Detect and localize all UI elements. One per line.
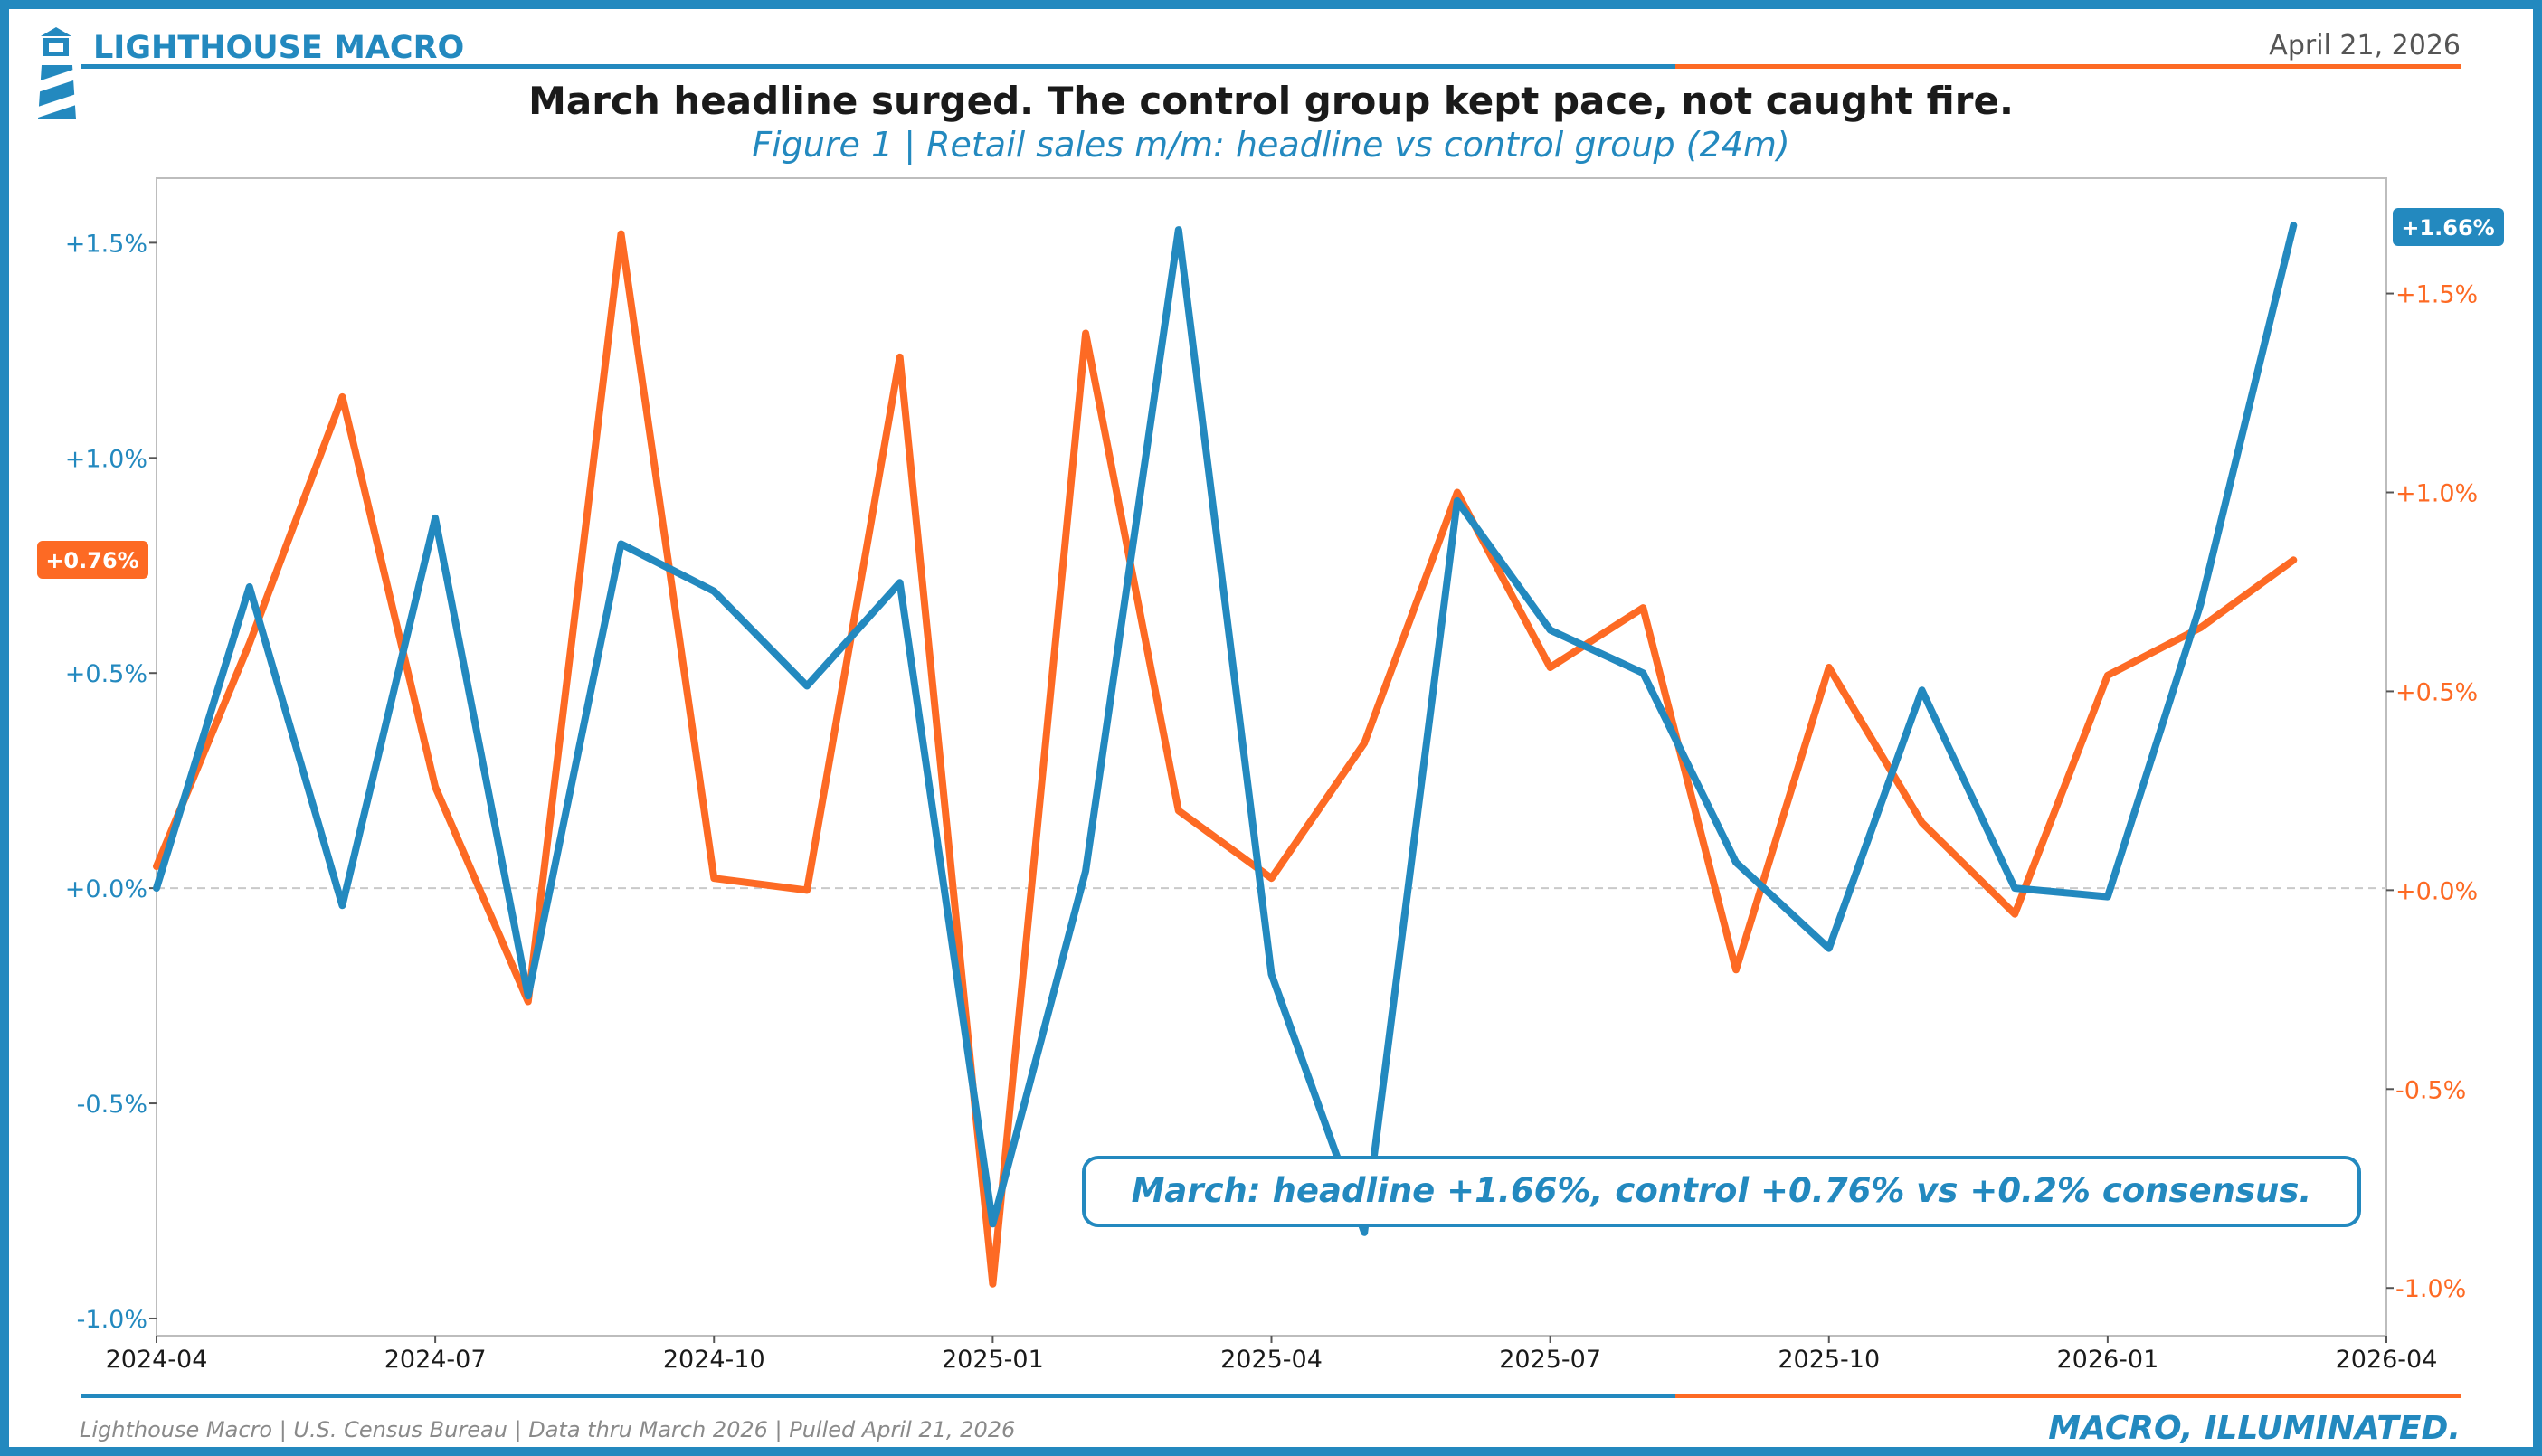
- left-tick-label: -0.5%: [77, 1091, 147, 1119]
- lighthouse-logo-icon: [38, 27, 76, 119]
- report-date: April 21, 2026: [2269, 30, 2461, 61]
- x-tick-label: 2024-07: [384, 1346, 487, 1374]
- right-tick-label: -1.0%: [2395, 1275, 2466, 1303]
- x-tick-label: 2026-04: [2336, 1346, 2438, 1374]
- x-tick-label: 2025-04: [1220, 1346, 1323, 1374]
- footer-rule-orange: [1675, 1394, 2461, 1398]
- x-tick-label: 2025-07: [1499, 1346, 1601, 1374]
- left-tick-label: -1.0%: [77, 1306, 147, 1334]
- control-value-badge: +0.76%: [37, 541, 148, 579]
- tagline: MACRO, ILLUMINATED.: [2048, 1410, 2461, 1447]
- series-line-control: [153, 230, 2298, 1288]
- headline-value-badge: +1.66%: [2393, 208, 2504, 246]
- right-tick-label: -0.5%: [2395, 1076, 2466, 1104]
- headline-badge-text: +1.66%: [2401, 215, 2494, 241]
- right-axis: +1.5% +1.0% +0.5% +0.0% -0.5% -1.0%: [2386, 281, 2478, 1303]
- left-tick-label: +1.5%: [65, 230, 147, 258]
- series-line-headline: [153, 222, 2298, 1236]
- left-tick-label: +0.0%: [65, 875, 147, 903]
- left-tick-label: +1.0%: [65, 445, 147, 473]
- left-tick-label: +0.5%: [65, 660, 147, 688]
- annotation-box: March: headline +1.66%, control +0.76% v…: [1082, 1156, 2361, 1227]
- x-tick-label: 2024-04: [106, 1346, 208, 1374]
- control-badge-text: +0.76%: [45, 548, 138, 573]
- left-axis: +1.5% +1.0% +0.5% +0.0% -0.5% -1.0%: [65, 230, 157, 1334]
- x-axis: 2024-04 2024-07 2024-10 2025-01 2025-04 2025-…: [106, 1336, 2438, 1374]
- x-tick-label: 2024-10: [663, 1346, 765, 1374]
- header-rule-blue: [81, 64, 1675, 69]
- annotation-text: March: headline +1.66%, control +0.76% v…: [1132, 1171, 2312, 1210]
- source-note: Lighthouse Macro | U.S. Census Bureau | …: [80, 1417, 1015, 1442]
- x-tick-label: 2026-01: [2056, 1346, 2158, 1374]
- chart-title: March headline surged. The control group…: [528, 79, 2014, 123]
- x-tick-label: 2025-10: [1778, 1346, 1880, 1374]
- footer-rule-blue: [81, 1394, 1675, 1398]
- right-tick-label: +0.5%: [2395, 678, 2478, 706]
- right-tick-label: +0.0%: [2395, 877, 2478, 905]
- right-tick-label: +1.0%: [2395, 479, 2478, 507]
- header-rule-orange: [1675, 64, 2461, 69]
- x-tick-label: 2025-01: [942, 1346, 1044, 1374]
- right-tick-label: +1.5%: [2395, 281, 2478, 309]
- chart-subtitle: Figure 1 | Retail sales m/m: headline vs…: [752, 125, 1789, 165]
- brand-name: LIGHTHOUSE MACRO: [93, 30, 464, 66]
